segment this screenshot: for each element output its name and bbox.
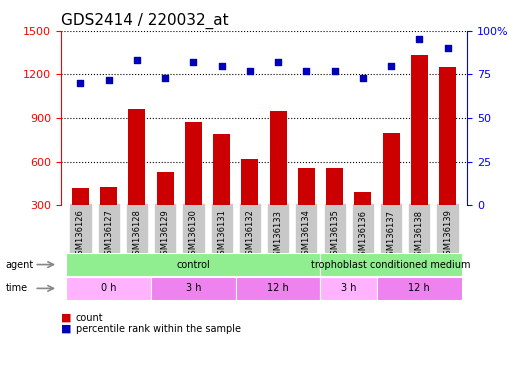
Bar [185, 122, 202, 249]
Bar [128, 109, 145, 249]
Point [246, 68, 254, 74]
Bar [100, 187, 117, 249]
Bar [72, 188, 89, 249]
Point [133, 57, 141, 63]
Bar [320, 277, 377, 300]
Point [387, 63, 395, 69]
Point [76, 80, 84, 86]
Text: percentile rank within the sample: percentile rank within the sample [76, 324, 241, 334]
Point [274, 59, 282, 65]
Bar [270, 111, 287, 249]
Text: control: control [176, 260, 210, 270]
Bar [377, 277, 461, 300]
Text: 12 h: 12 h [267, 283, 289, 293]
Text: time: time [5, 283, 27, 293]
Bar [151, 277, 236, 300]
Point [105, 76, 113, 83]
Bar [157, 172, 174, 249]
Text: agent: agent [5, 260, 34, 270]
Bar [411, 55, 428, 249]
Point [189, 59, 197, 65]
Point [218, 63, 226, 69]
Text: 0 h: 0 h [101, 283, 117, 293]
Bar [354, 192, 371, 249]
Text: 12 h: 12 h [409, 283, 430, 293]
Point [444, 45, 452, 51]
Text: trophoblast conditioned medium: trophoblast conditioned medium [312, 260, 471, 270]
Point [415, 36, 423, 43]
Point [302, 68, 310, 74]
Bar [236, 277, 320, 300]
Bar [320, 253, 461, 276]
Text: 3 h: 3 h [341, 283, 356, 293]
Point [359, 75, 367, 81]
Text: GDS2414 / 220032_at: GDS2414 / 220032_at [61, 13, 228, 29]
Bar [326, 167, 343, 249]
Bar [298, 168, 315, 249]
Bar [67, 253, 320, 276]
Bar [383, 132, 400, 249]
Text: count: count [76, 313, 103, 323]
Point [161, 75, 169, 81]
Text: ■: ■ [61, 324, 71, 334]
Bar [439, 67, 456, 249]
Bar [213, 134, 230, 249]
Text: 3 h: 3 h [186, 283, 201, 293]
Point [331, 68, 339, 74]
Bar [241, 159, 258, 249]
Bar [67, 277, 151, 300]
Text: ■: ■ [61, 313, 71, 323]
